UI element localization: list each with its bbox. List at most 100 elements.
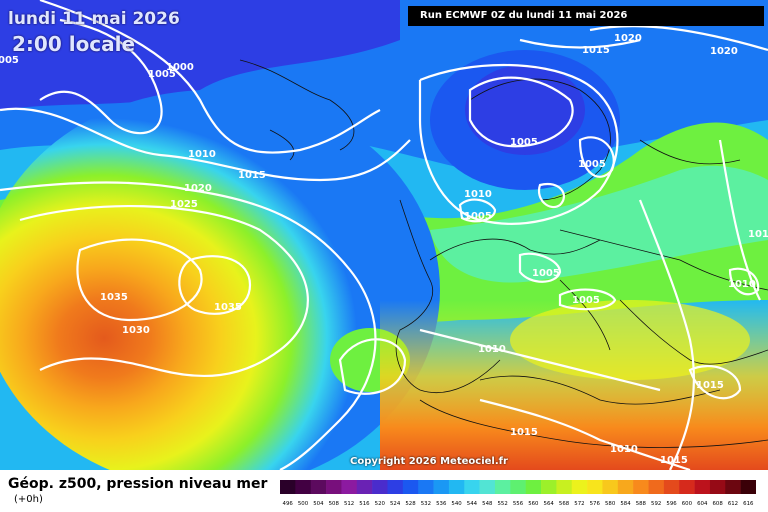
scale-tick-label: 596 (666, 501, 677, 507)
scale-tick-label: 552 (498, 501, 508, 507)
isobar (39, 18, 163, 135)
scale-tick-label: 500 (298, 501, 309, 507)
date-title: lundi 11 mai 2026 (8, 9, 180, 29)
field-balkan-yellow (510, 300, 750, 380)
isobar (0, 107, 411, 182)
isobar-label: 1035 (214, 302, 242, 313)
scale-tick-label: 584 (620, 501, 631, 507)
scale-swatch (479, 480, 496, 494)
coastline-iceland (239, 59, 355, 151)
scale-swatch (648, 480, 665, 494)
scale-swatch (541, 480, 557, 494)
isobar-label: 1010 (610, 444, 638, 455)
isobar (688, 365, 742, 400)
scale-tick-label: 556 (513, 501, 524, 507)
legend-title: Géop. z500, pression niveau mer (8, 476, 268, 492)
scale-swatch (418, 480, 434, 494)
coastline-faroe (269, 129, 295, 161)
isobar (537, 182, 565, 209)
isobar-label: 1035 (100, 292, 128, 303)
scale-tick-label: 572 (574, 501, 584, 507)
border-russia (639, 139, 741, 165)
isobar-label: 1000 (166, 62, 194, 73)
scale-swatch (602, 480, 619, 494)
isobar (558, 288, 617, 311)
scale-tick-label: 540 (451, 501, 462, 507)
isobar-label: 1025 (170, 199, 198, 210)
isobar (468, 76, 574, 148)
scale-swatch (709, 480, 726, 494)
scale-tick-label: 528 (405, 501, 416, 507)
scale-tick-label: 512 (344, 501, 354, 507)
scale-tick-label: 608 (712, 501, 723, 507)
isobar-label: 1015 (660, 455, 688, 466)
isobar-label: 1010 (464, 189, 492, 200)
scale-tick-label: 576 (590, 501, 601, 507)
isobar-label: 1005 (510, 137, 538, 148)
isobar-label: 1020 (614, 33, 642, 44)
coastlines (239, 59, 768, 448)
scale-swatch (694, 480, 711, 494)
scale-swatch (740, 480, 756, 494)
scale-tick-label: 588 (636, 501, 647, 507)
scale-swatch (725, 480, 741, 494)
time-title: 2:00 locale (12, 32, 136, 56)
scale-tick-label: 544 (467, 501, 478, 507)
isobar-label: 1010 (728, 279, 756, 290)
field-northwest-trough (0, 0, 400, 110)
color-scale: 496 500 504 508 512 516 520 524 528 532 536 540 544 5… (280, 480, 756, 507)
scale-tick-label: 520 (375, 501, 386, 507)
scale-swatch (280, 480, 296, 494)
isobar-label: 005 (0, 55, 19, 66)
geopotential-map: 005 1005 1000 1010 1015 1020 1025 1035 1… (0, 0, 768, 470)
isobar (578, 136, 615, 178)
isobar (0, 181, 377, 470)
coastline-italy (559, 279, 611, 351)
isobar-label: 1010 (188, 149, 216, 160)
scale-tick-label: 508 (329, 501, 340, 507)
coastline-west-europe (395, 199, 501, 394)
scale-tick-label: 524 (390, 501, 401, 507)
isobar (589, 24, 768, 52)
scale-swatch (387, 480, 404, 494)
scale-swatch (663, 480, 680, 494)
scale-tick-label: 516 (359, 501, 370, 507)
scale-tick-label: 504 (313, 501, 324, 507)
scale-swatch (402, 480, 419, 494)
coastline-north-sea (429, 238, 601, 261)
field-scandinavia-low-core (465, 65, 585, 155)
isobar-label: 1015 (238, 170, 266, 181)
isobar-label: 1015 (582, 45, 610, 56)
isobar (518, 252, 562, 283)
scale-swatch (341, 480, 358, 494)
isobar-label: 1030 (122, 325, 150, 336)
scale-swatch (556, 480, 573, 494)
scale-tick-label: 536 (436, 501, 447, 507)
scale-tick-label: 604 (697, 501, 708, 507)
isobar (178, 255, 252, 315)
scale-swatch (494, 480, 511, 494)
scale-swatch (356, 480, 373, 494)
scale-tick-label: 560 (528, 501, 539, 507)
field-cyan-green (430, 165, 768, 283)
scale-tick-label: 564 (544, 501, 555, 507)
isobar (638, 199, 696, 470)
isobar (458, 198, 497, 223)
scale-tick-label: 616 (743, 501, 754, 507)
scale-swatch (326, 480, 342, 494)
isobar (479, 398, 691, 470)
coastline-north-africa (419, 399, 768, 448)
scale-swatch (433, 480, 450, 494)
scale-swatch (464, 480, 480, 494)
isobar (718, 139, 761, 301)
isobar-label: 1005 (464, 211, 492, 222)
border-central-europe (559, 229, 768, 291)
scale-swatch (633, 480, 649, 494)
legend-subtitle: (+0h) (14, 494, 43, 505)
scale-tick-label: 600 (682, 501, 693, 507)
isobar (418, 63, 619, 225)
scale-swatch (310, 480, 327, 494)
isobar-label: 1005 (572, 295, 600, 306)
scale-tick-label: 612 (728, 501, 738, 507)
